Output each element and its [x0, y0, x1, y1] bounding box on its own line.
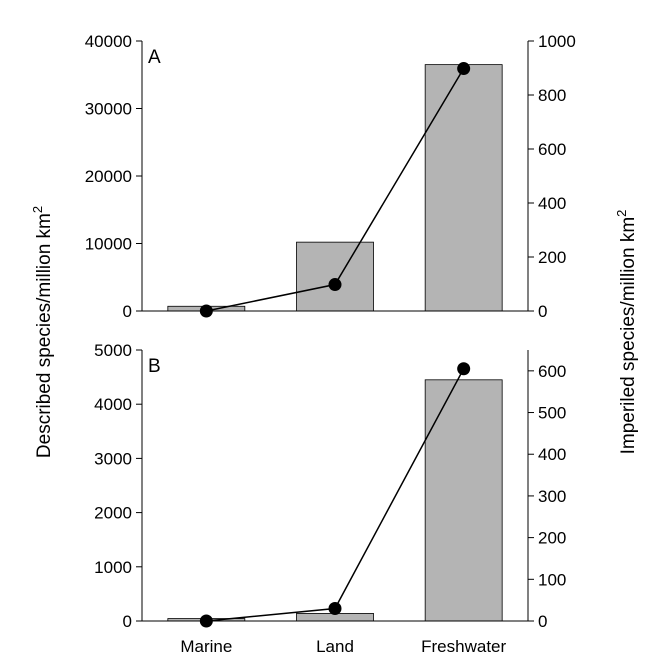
- category-label-freshwater: Freshwater: [421, 637, 506, 656]
- right-tick-label: 0: [538, 302, 547, 321]
- left-tick-label: 10000: [85, 235, 132, 254]
- point-marine: [199, 304, 213, 318]
- panels: 01000020000300004000002004006008001000A0…: [85, 32, 576, 631]
- point-land: [328, 601, 342, 615]
- panel-b: 0 1000 2000 3000 4000 5000 0 100 200 300 400 500 600…: [94, 341, 566, 631]
- y-axis-label-right-sup: 2: [614, 210, 629, 217]
- left-tick-label: 2000: [94, 504, 132, 523]
- left-tick-label: 3000: [94, 449, 132, 468]
- bar-land: [296, 241, 374, 312]
- y-axis-label-right: Imperiled species/million km2: [614, 210, 639, 455]
- left-tick-label: 40000: [85, 32, 132, 51]
- y-axis-label-right-text: Imperiled species/million km: [618, 217, 639, 455]
- y-axis-label-left: Described species/million km2: [30, 206, 55, 458]
- left-tick-label: 5000: [94, 341, 132, 360]
- left-tick-label: 1000: [94, 558, 132, 577]
- right-tick-label: 400: [538, 445, 566, 464]
- point-freshwater: [457, 362, 471, 376]
- right-tick-label: 600: [538, 362, 566, 381]
- panel-label: A: [148, 47, 161, 68]
- point-marine: [199, 614, 213, 628]
- right-tick-label: 200: [538, 529, 566, 548]
- bar-freshwater: [424, 379, 503, 622]
- right-tick-label: 100: [538, 570, 566, 589]
- left-tick-label: 30000: [85, 100, 132, 119]
- panel-a: 0 10000 20000 30000 40000 0 200 400 600 800 1000 A: [85, 32, 576, 321]
- right-tick-label: 200: [538, 248, 566, 267]
- right-tick-label: 0: [538, 612, 547, 631]
- point-land: [328, 278, 342, 292]
- left-tick-label: 4000: [94, 395, 132, 414]
- x-axis-categories: Marine Land Freshwater: [180, 637, 506, 656]
- right-tick-label: 600: [538, 140, 566, 159]
- left-tick-label: 0: [123, 302, 132, 321]
- y-axis-label-left-sup: 2: [30, 206, 45, 213]
- category-label-marine: Marine: [180, 637, 232, 656]
- right-tick-label: 1000: [538, 32, 576, 51]
- right-tick-label: 300: [538, 487, 566, 506]
- left-tick-label: 0: [123, 612, 132, 631]
- y-axis-label-left-text: Described species/million km: [34, 213, 55, 458]
- left-tick-label: 20000: [85, 167, 132, 186]
- right-tick-label: 400: [538, 194, 566, 213]
- bar-freshwater: [424, 64, 503, 312]
- point-freshwater: [457, 62, 471, 76]
- panel-label: B: [148, 356, 161, 377]
- category-label-land: Land: [316, 637, 354, 656]
- right-tick-label: 800: [538, 86, 566, 105]
- right-tick-label: 500: [538, 404, 566, 423]
